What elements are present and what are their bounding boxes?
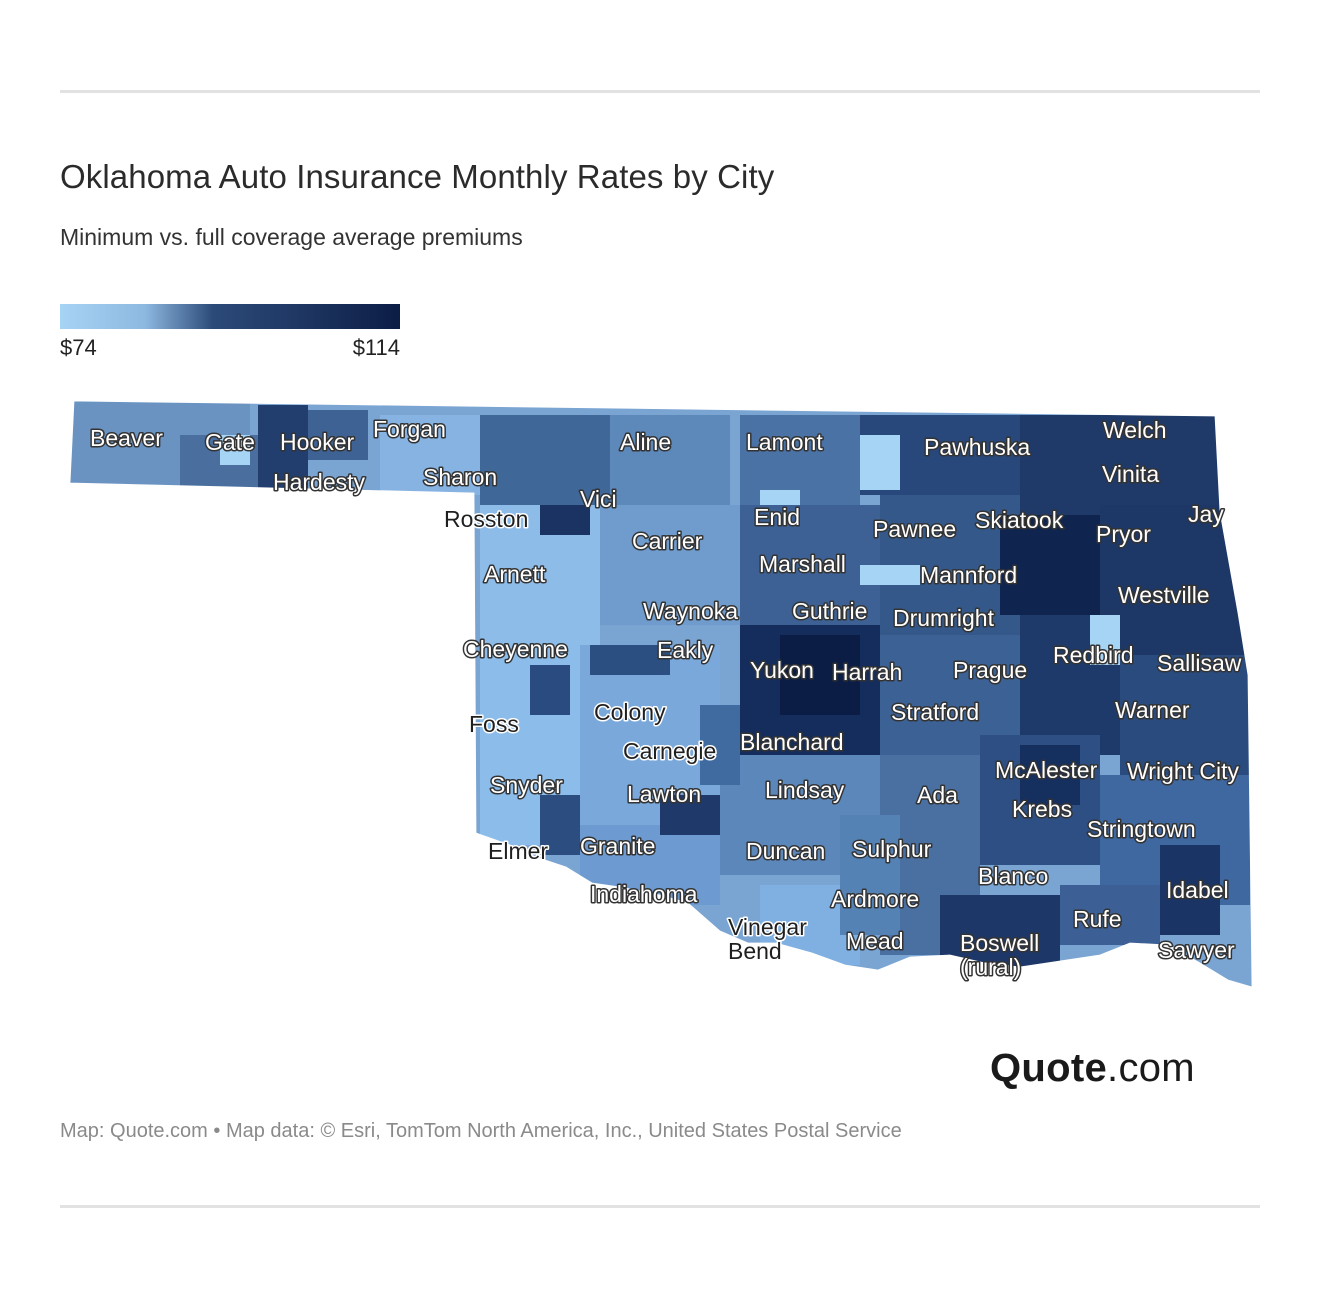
city-label-line: Boswell <box>960 930 1039 956</box>
city-label: Blanco <box>978 863 1048 889</box>
city-label: Sawyer <box>1158 937 1235 963</box>
legend-gradient-bar <box>60 304 400 329</box>
top-divider <box>60 90 1260 93</box>
city-label: Sulphur <box>852 836 932 862</box>
oklahoma-map[interactable]: Beaver Gate Hooker Forgan Hardesty Sharo… <box>60 395 1260 1005</box>
city-label: Hardesty <box>273 469 366 495</box>
city-label: Elmer <box>488 838 548 864</box>
legend-min-label: $74 <box>60 335 97 360</box>
city-label: Arnett <box>484 561 546 587</box>
city-label-line: (rural) <box>960 954 1021 980</box>
city-label: Westville <box>1118 582 1210 608</box>
city-label: Pryor <box>1096 521 1151 547</box>
city-label: Enid <box>754 504 800 530</box>
city-label: Granite <box>580 833 655 859</box>
brand-bold: Quote <box>990 1046 1108 1090</box>
quote-logo[interactable]: Quote.com <box>990 1046 1195 1091</box>
legend-max-label: $114 <box>352 335 400 360</box>
map-svg[interactable]: Beaver Gate Hooker Forgan Hardesty Sharo… <box>60 395 1260 1005</box>
brand-rest: .com <box>1107 1046 1195 1090</box>
city-label: Vici <box>580 486 617 512</box>
city-label: Hooker <box>280 429 354 455</box>
city-label: Rufe <box>1073 906 1122 932</box>
city-label: Waynoka <box>643 598 738 624</box>
city-label: Carrier <box>632 528 703 554</box>
city-label: Skiatook <box>975 507 1064 533</box>
city-label: Welch <box>1103 417 1167 443</box>
city-label: Blanchard <box>740 729 844 755</box>
city-label: Foss <box>469 711 519 737</box>
city-label-line: Bend <box>728 938 782 964</box>
city-label: Snyder <box>490 772 563 798</box>
city-label: Pawnee <box>873 516 956 542</box>
city-label: Duncan <box>746 838 825 864</box>
city-label: Mannford <box>920 562 1017 588</box>
city-label: Marshall <box>759 551 846 577</box>
city-label: Gate <box>205 429 255 455</box>
city-label: Warner <box>1115 697 1190 723</box>
city-label: Indiahoma <box>590 881 698 907</box>
state-outline <box>69 400 1253 988</box>
city-label: Krebs <box>1012 796 1072 822</box>
city-label: Yukon <box>750 657 814 683</box>
city-label: Stratford <box>891 699 979 725</box>
city-label: Wright City <box>1127 758 1240 784</box>
city-label: Colony <box>594 699 666 725</box>
city-label: Carnegie <box>623 738 716 764</box>
city-label: Harrah <box>832 659 902 685</box>
city-label: Rosston <box>444 506 528 532</box>
city-label: Stringtown <box>1087 816 1196 842</box>
city-label: Aline <box>620 429 671 455</box>
color-legend: $74 $114 <box>60 304 400 363</box>
city-label: Cheyenne <box>463 636 568 662</box>
city-label-vinegar-bend: Vinegar Bend <box>728 914 807 964</box>
city-label: Ardmore <box>831 886 919 912</box>
city-label: Guthrie <box>792 598 867 624</box>
city-label: Mead <box>846 928 904 954</box>
city-label: Beaver <box>90 425 163 451</box>
city-label: Redbird <box>1053 642 1134 668</box>
chart-title: Oklahoma Auto Insurance Monthly Rates by… <box>60 158 775 195</box>
city-label: Sallisaw <box>1157 650 1242 676</box>
city-label: Ada <box>917 782 958 808</box>
city-label: Prague <box>953 657 1027 683</box>
city-label: Pawhuska <box>924 434 1030 460</box>
legend-labels: $74 $114 <box>60 335 400 363</box>
city-label: Jay <box>1188 501 1224 527</box>
city-labels: Beaver Gate Hooker Forgan Hardesty Sharo… <box>89 415 1244 982</box>
city-label: Vinita <box>1102 461 1159 487</box>
city-label: McAlester <box>995 757 1098 783</box>
city-label: Lamont <box>746 429 823 455</box>
bottom-divider <box>60 1205 1260 1208</box>
city-label-boswell: Boswell (rural) <box>960 930 1039 980</box>
city-label: Lindsay <box>765 777 845 803</box>
city-label: Forgan <box>373 416 446 442</box>
city-label: Sharon <box>423 464 497 490</box>
city-label-line: Vinegar <box>728 914 807 940</box>
city-label: Lawton <box>627 781 701 807</box>
city-label: Eakly <box>657 637 714 663</box>
city-label: Drumright <box>893 605 995 631</box>
city-label: Idabel <box>1166 877 1229 903</box>
chart-subtitle: Minimum vs. full coverage average premiu… <box>60 224 523 250</box>
source-credit: Map: Quote.com • Map data: © Esri, TomTo… <box>60 1120 902 1142</box>
